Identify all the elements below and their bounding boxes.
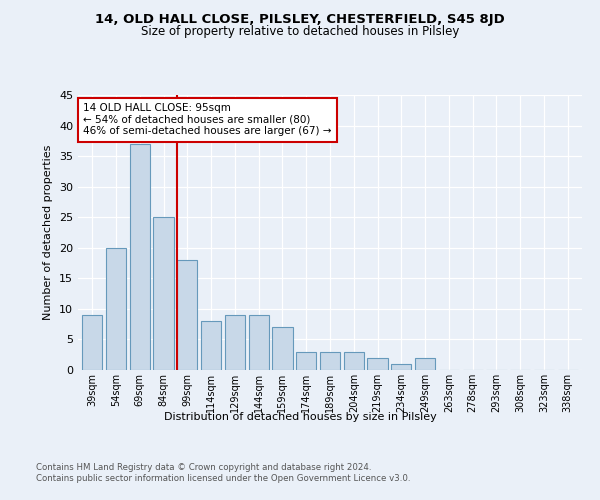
Bar <box>415 358 435 370</box>
Text: Contains public sector information licensed under the Open Government Licence v3: Contains public sector information licen… <box>36 474 410 483</box>
Bar <box>320 352 340 370</box>
Text: 14, OLD HALL CLOSE, PILSLEY, CHESTERFIELD, S45 8JD: 14, OLD HALL CLOSE, PILSLEY, CHESTERFIEL… <box>95 12 505 26</box>
Text: 14 OLD HALL CLOSE: 95sqm
← 54% of detached houses are smaller (80)
46% of semi-d: 14 OLD HALL CLOSE: 95sqm ← 54% of detach… <box>83 104 332 136</box>
Bar <box>248 315 269 370</box>
Y-axis label: Number of detached properties: Number of detached properties <box>43 145 53 320</box>
Bar <box>225 315 245 370</box>
Text: Contains HM Land Registry data © Crown copyright and database right 2024.: Contains HM Land Registry data © Crown c… <box>36 462 371 471</box>
Bar <box>367 358 388 370</box>
Bar <box>177 260 197 370</box>
Text: Distribution of detached houses by size in Pilsley: Distribution of detached houses by size … <box>164 412 436 422</box>
Bar <box>391 364 412 370</box>
Text: Size of property relative to detached houses in Pilsley: Size of property relative to detached ho… <box>141 25 459 38</box>
Bar <box>106 248 126 370</box>
Bar <box>296 352 316 370</box>
Bar <box>344 352 364 370</box>
Bar <box>82 315 103 370</box>
Bar <box>130 144 150 370</box>
Bar <box>154 217 173 370</box>
Bar <box>272 327 293 370</box>
Bar <box>201 321 221 370</box>
